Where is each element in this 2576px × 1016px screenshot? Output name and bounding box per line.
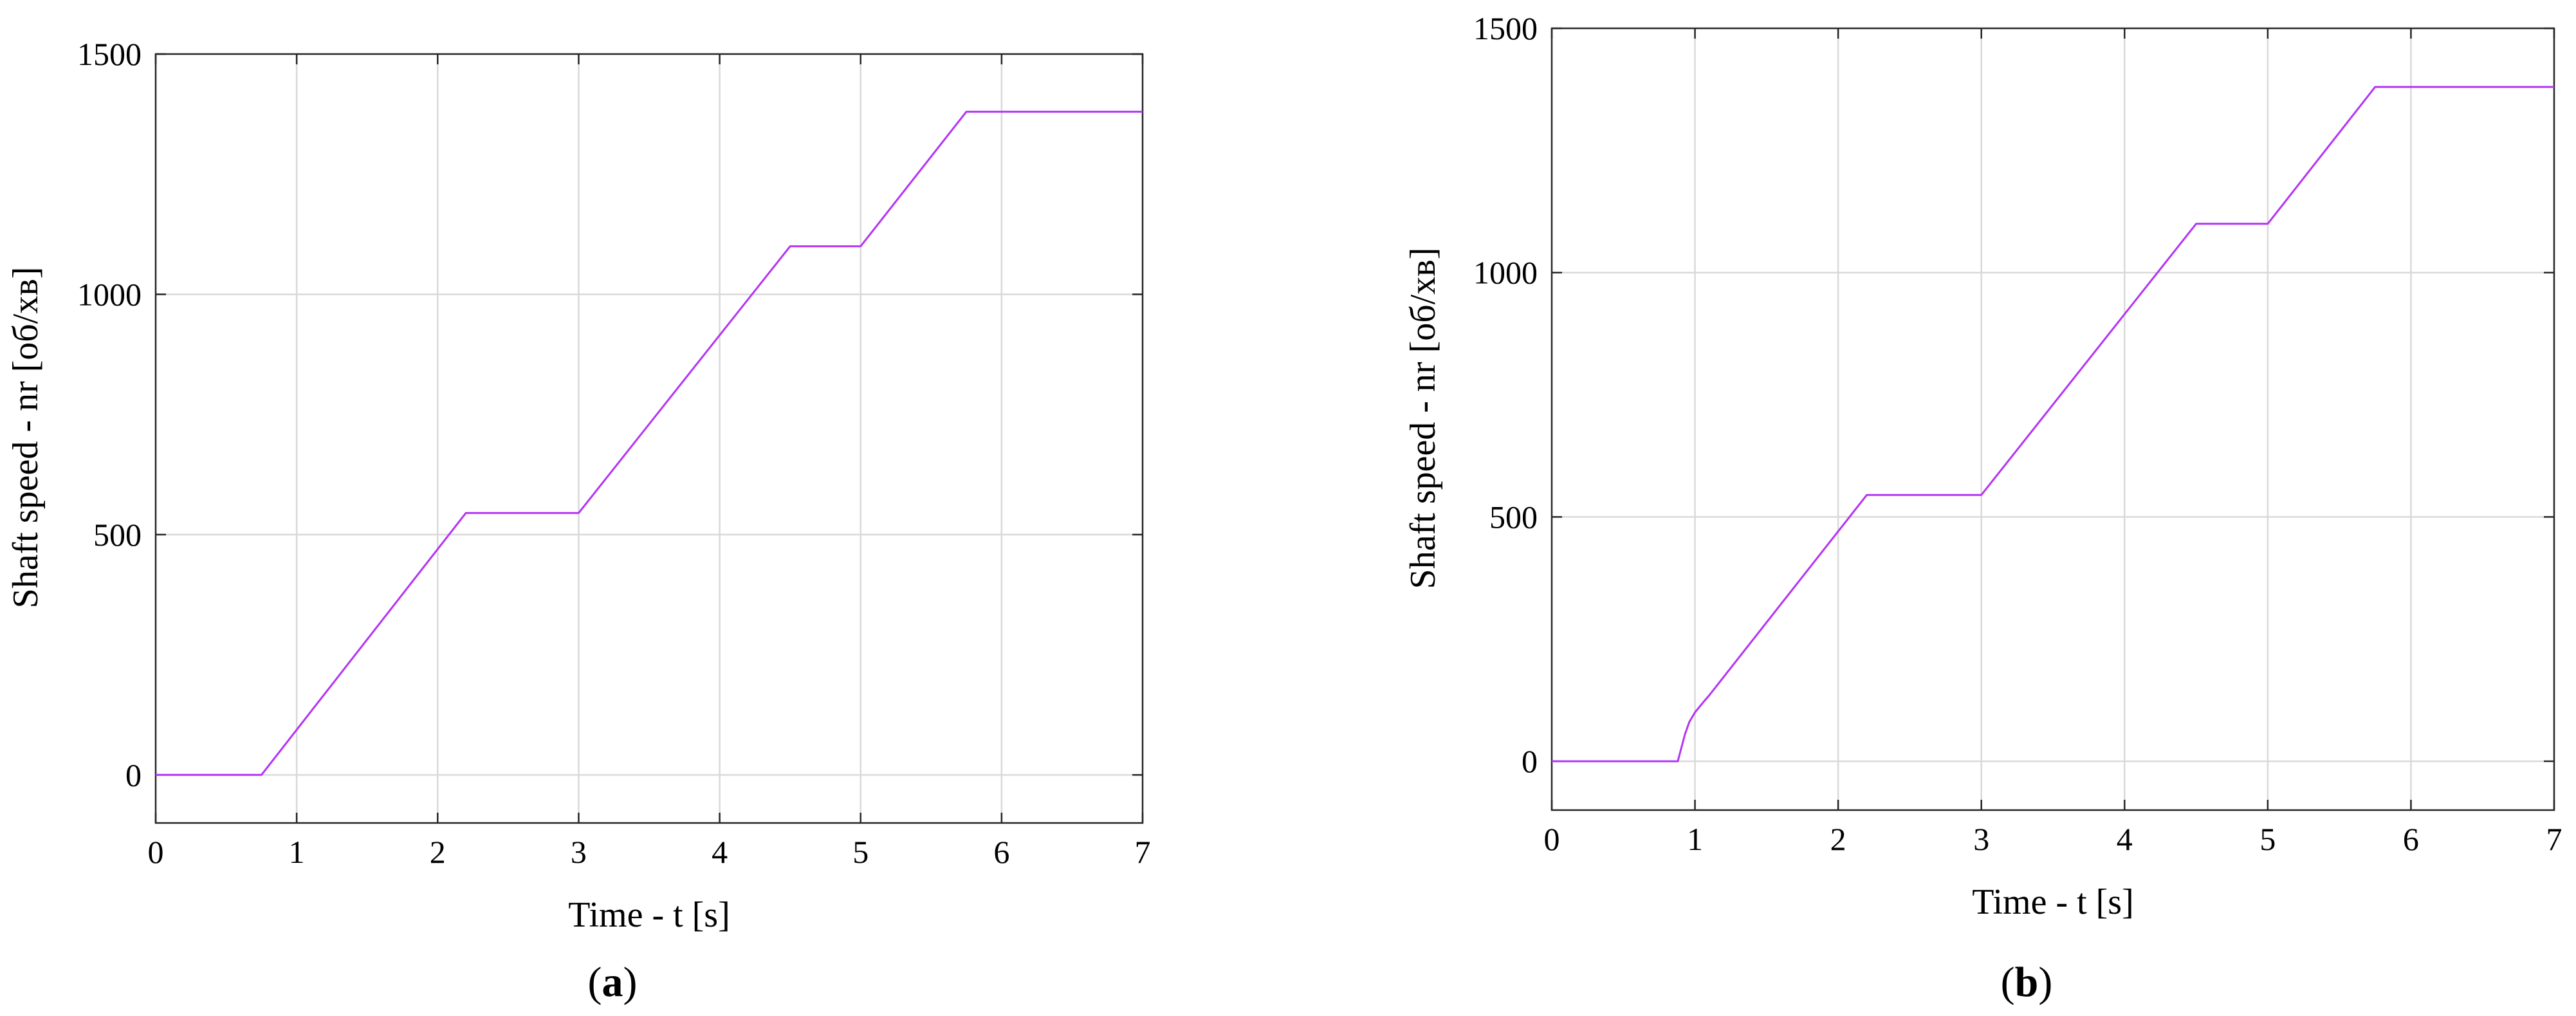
y-tick-label: 0 xyxy=(1522,743,1538,779)
x-axis-label: Time - t [s] xyxy=(1972,882,2134,922)
x-tick-label: 3 xyxy=(1973,821,1989,857)
y-tick-label: 500 xyxy=(1489,499,1538,535)
x-tick-label: 6 xyxy=(2403,821,2419,857)
y-axis-label: Shaft speed - nr [об/хв] xyxy=(6,267,46,609)
series-line-0 xyxy=(1552,86,2554,762)
x-tick-label: 2 xyxy=(1830,821,1846,857)
axes-frame xyxy=(154,53,1144,824)
axes-frame xyxy=(1550,27,2555,811)
y-tick-label: 1500 xyxy=(1473,10,1538,46)
x-tick-label: 1 xyxy=(1687,821,1703,857)
panel-label-open: ( xyxy=(2001,959,2015,1006)
panel-label-close: ) xyxy=(2038,959,2052,1006)
panel-label-letter: b xyxy=(2015,959,2039,1006)
y-tick-label: 500 xyxy=(93,517,142,553)
x-tick-label: 4 xyxy=(2117,821,2133,857)
panel-label: (b) xyxy=(2001,959,2053,1006)
y-tick-label: 1000 xyxy=(1473,255,1538,291)
panel-label-open: ( xyxy=(588,959,602,1006)
x-tick-label: 2 xyxy=(430,834,446,870)
x-tick-label: 7 xyxy=(2546,821,2562,857)
x-tick-label: 3 xyxy=(571,834,587,870)
series-line-0 xyxy=(156,111,1143,776)
y-tick-label: 1000 xyxy=(77,276,142,312)
x-tick-label: 5 xyxy=(2259,821,2276,857)
x-tick-label: 6 xyxy=(993,834,1009,870)
x-axis-label: Time - t [s] xyxy=(568,895,730,935)
panel-label-letter: a xyxy=(602,959,623,1006)
x-tick-label: 5 xyxy=(852,834,869,870)
chart-panel-b: 0 1 2 3 4 5 6 7 0 500 1000 1500 Time - t [s] Shaft sp… xyxy=(1403,10,2562,1006)
x-tick-label: 4 xyxy=(712,834,728,870)
panel-label: (a) xyxy=(588,959,638,1006)
chart-panel-a: 0 1 2 3 4 5 6 7 0 500 1000 1500 Time - t [s] Shaft sp… xyxy=(6,36,1151,1006)
x-tick-label: 7 xyxy=(1135,834,1151,870)
panel-label-close: ) xyxy=(623,959,638,1006)
x-tick-label: 1 xyxy=(289,834,305,870)
y-tick-label: 0 xyxy=(125,757,142,793)
x-tick-label: 0 xyxy=(148,834,164,870)
y-axis-label: Shaft speed - nr [об/хв] xyxy=(1403,248,1443,589)
y-tick-label: 1500 xyxy=(77,36,142,72)
x-tick-label: 0 xyxy=(1544,821,1560,857)
